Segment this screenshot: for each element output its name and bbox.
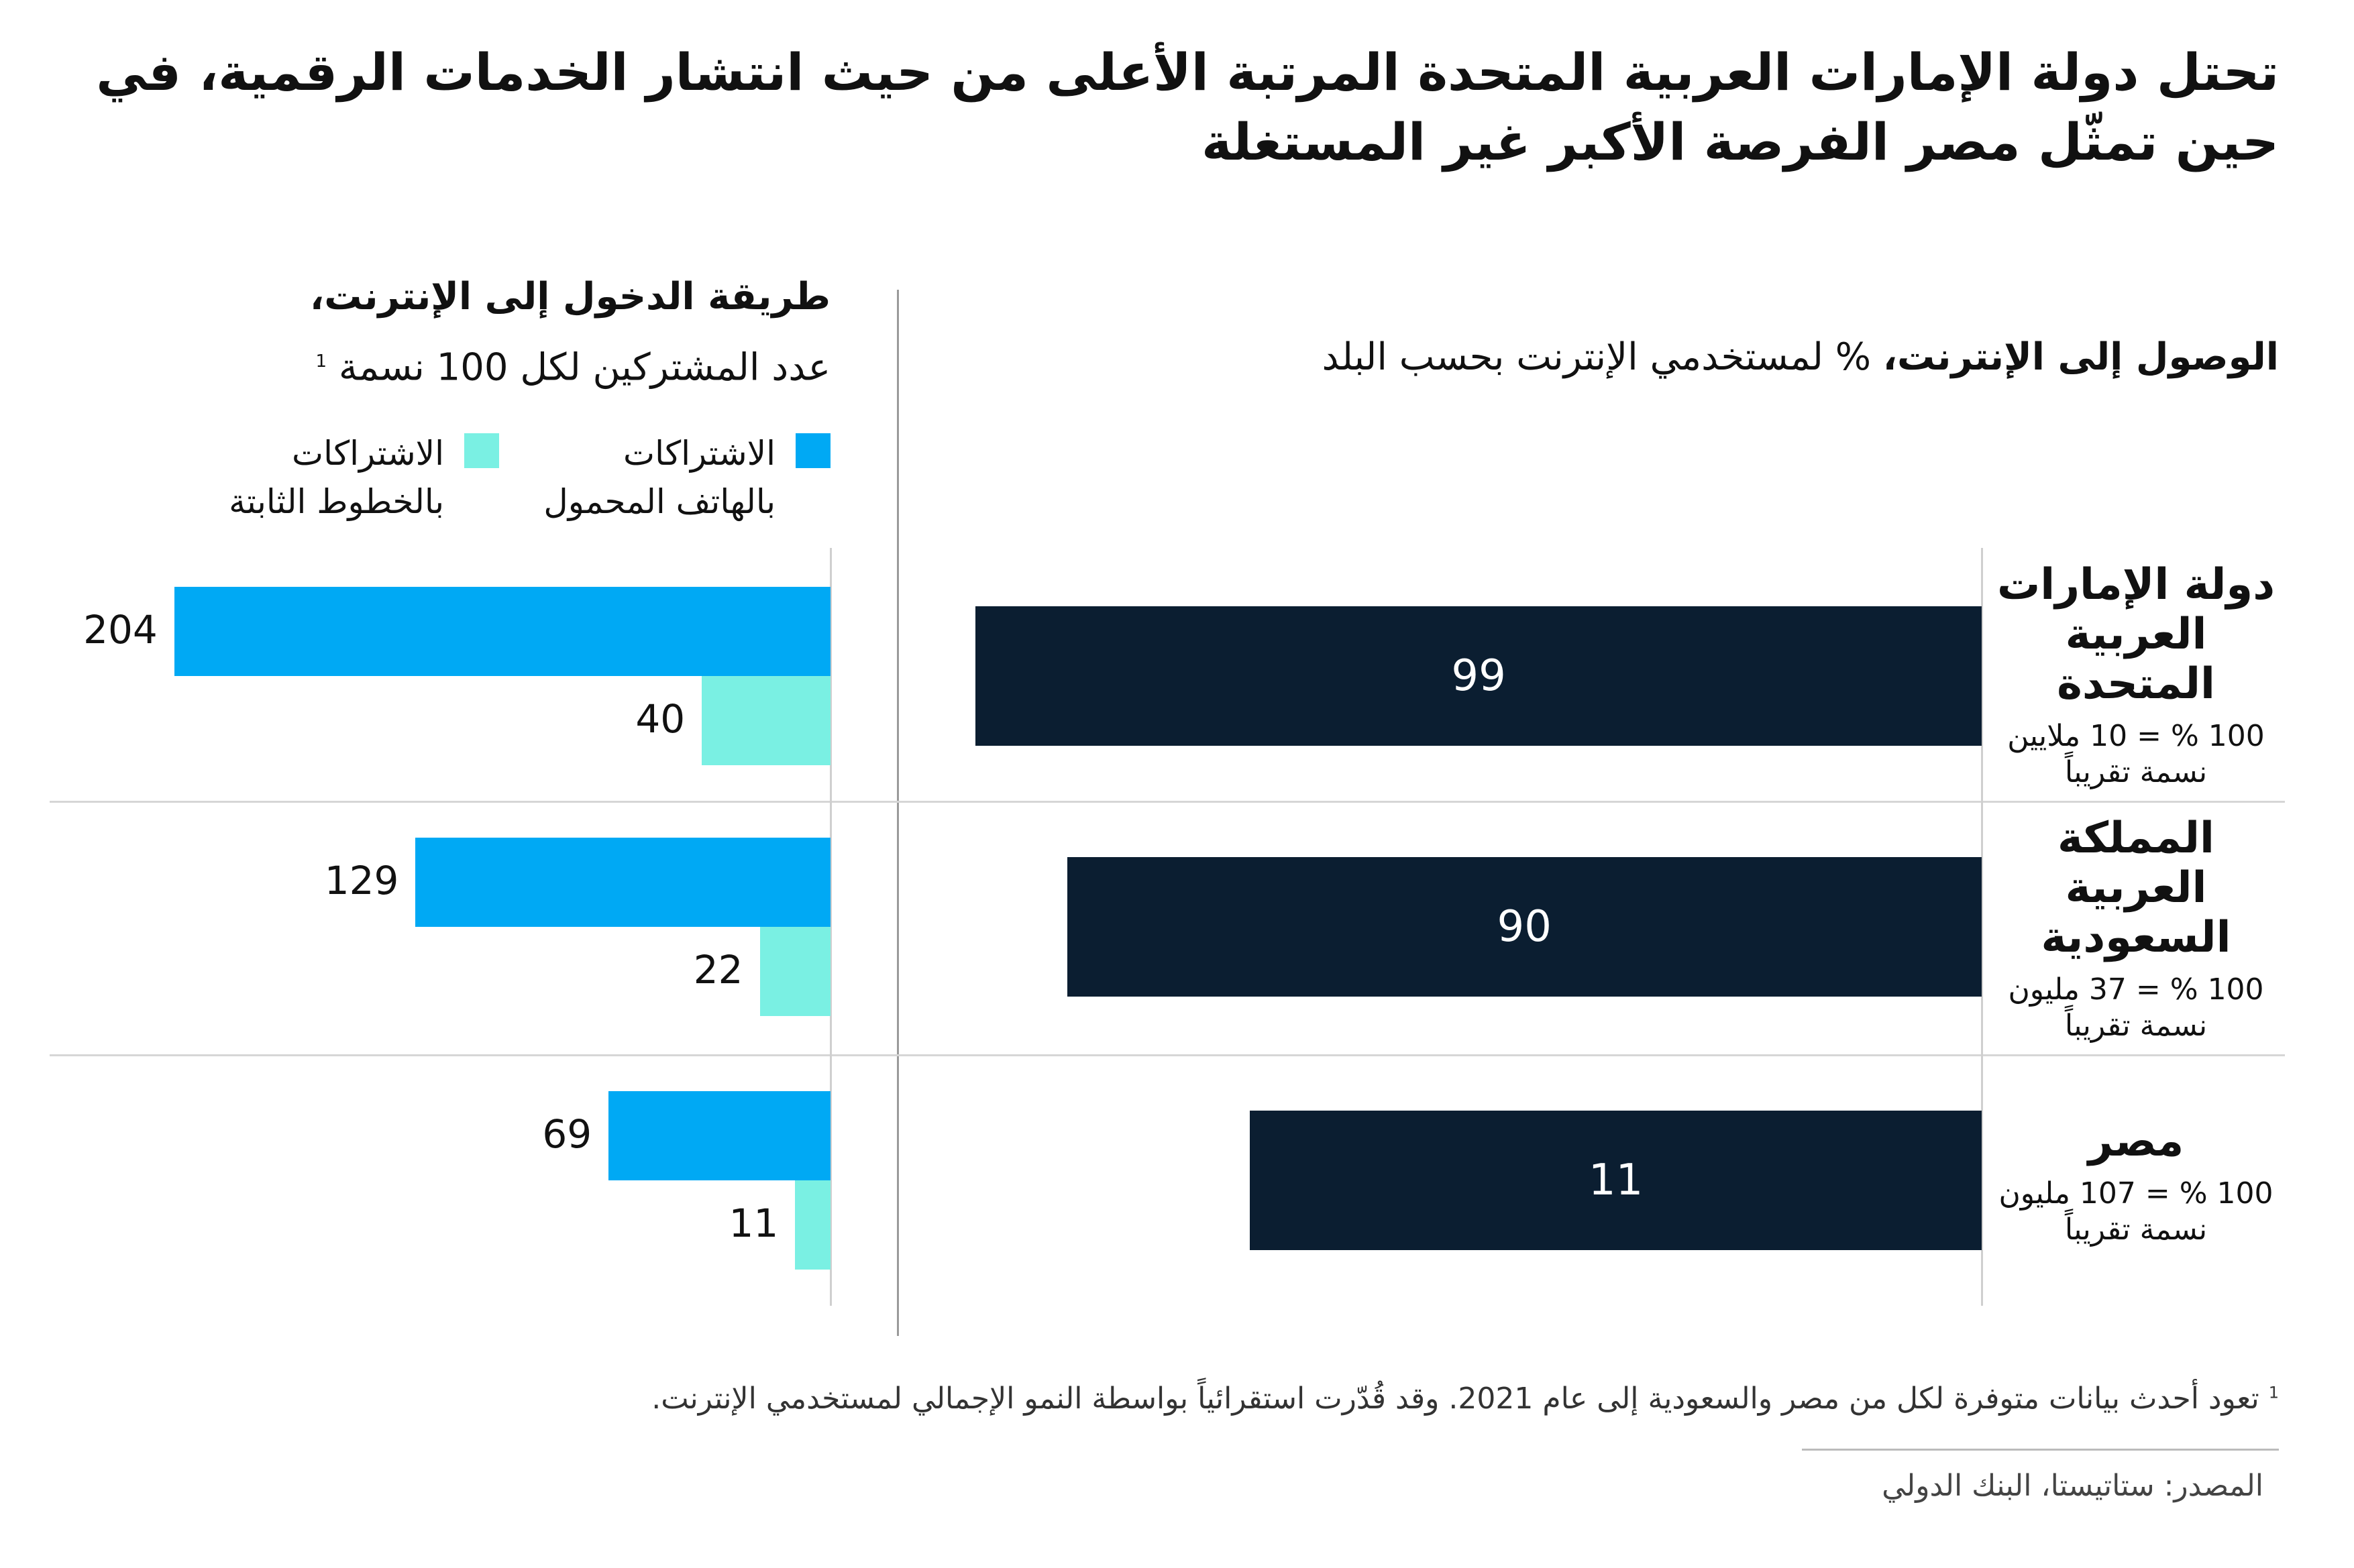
- right-axis: [1981, 548, 1983, 1306]
- legend-label: بالهاتف المحمول: [543, 482, 775, 521]
- left-chart-header: طريقة الدخول إلى الإنترنت، عدد المشتركين…: [25, 265, 831, 400]
- population-note: 100 % = 37 مليون نسمة تقريباً: [2008, 972, 2263, 1044]
- legend-label: الاشتراكات: [623, 434, 775, 473]
- country-label: المملكة العربية السعودية 100 % = 37 مليون…: [1987, 803, 2285, 1054]
- country-label: مصر 100 % = 107 مليون نسمة تقريباً: [1987, 1056, 2285, 1308]
- internet-usage-bar: [975, 606, 1982, 746]
- footnote: 1 تعود أحدث بيانات متوفرة لكل من مصر وال…: [266, 1382, 2279, 1416]
- bar-value-label: 90: [1497, 902, 1552, 952]
- population-note: 100 % = 10 ملايين نسمة تقريباً: [2007, 718, 2264, 791]
- source-divider: [1802, 1449, 2279, 1451]
- chart-title: تحتل دولة الإمارات العربية المتحدة المرت…: [96, 42, 2279, 172]
- population-note: 100 % = 107 مليون نسمة تقريباً: [1998, 1176, 2273, 1248]
- internet-usage-bar: [1250, 1111, 1982, 1250]
- fixed-subscriptions-bar: [795, 1180, 831, 1270]
- population-note-line: 100 % = 107 مليون: [1998, 1176, 2273, 1211]
- population-note-line: نسمة تقريباً: [2064, 1212, 2208, 1247]
- footnote-text: تعود أحدث بيانات متوفرة لكل من مصر والسع…: [651, 1382, 2259, 1416]
- country-name: المملكة العربية السعودية: [2041, 813, 2231, 962]
- legend-label: بالخطوط الثابتة: [229, 482, 444, 521]
- bar-value-label: 40: [635, 696, 686, 742]
- legend-swatch-mobile: [796, 433, 831, 468]
- row-separator: [50, 801, 2285, 803]
- bar-value-label: 22: [693, 947, 743, 993]
- bar-value-label: 11: [729, 1200, 779, 1246]
- mobile-subscriptions-bar: [608, 1091, 831, 1180]
- mobile-subscriptions-bar: [415, 838, 831, 927]
- bar-value-label: 204: [83, 607, 158, 653]
- internet-usage-bar: [1067, 857, 1982, 997]
- mobile-subscriptions-bar: [174, 587, 831, 676]
- bar-value-label: 129: [324, 858, 399, 903]
- bar-value-label: 11: [1588, 1156, 1644, 1205]
- legend-swatch-fixed: [464, 433, 499, 468]
- left-axis: [830, 548, 832, 1306]
- population-note-line: نسمة تقريباً: [2064, 1008, 2208, 1043]
- population-note-line: 100 % = 37 مليون: [2008, 972, 2264, 1007]
- country-name: مصر: [2088, 1116, 2184, 1166]
- panel-divider: [897, 290, 899, 1336]
- row-separator: [50, 1054, 2285, 1056]
- legend-label: الاشتراكات: [292, 434, 444, 473]
- population-note-line: 100 % = 10 ملايين: [2007, 719, 2265, 753]
- footnote-marker: 1: [2268, 1383, 2279, 1402]
- country-label: دولة الإمارات العربية المتحدة 100 % = 10 …: [1987, 550, 2285, 801]
- footnote-marker: 1: [315, 351, 327, 372]
- population-note-line: نسمة تقريباً: [2064, 755, 2208, 789]
- fixed-subscriptions-bar: [759, 927, 831, 1016]
- right-chart-header: الوصول إلى الإنترنت، % لمستخدمي الإنترنت…: [1004, 335, 2279, 379]
- fixed-subscriptions-bar: [702, 676, 831, 765]
- right-chart-subtitle: % لمستخدمي الإنترنت بحسب البلد: [1322, 335, 1871, 379]
- left-chart-title: طريقة الدخول إلى الإنترنت،: [309, 275, 831, 319]
- legend-fixed: الاشتراكات بالخطوط الثابتة: [197, 429, 499, 526]
- right-chart-title: الوصول إلى الإنترنت،: [1882, 335, 2279, 379]
- left-chart-subtitle: عدد المشتركين لكل 100 نسمة: [338, 345, 831, 390]
- bar-value-label: 99: [1451, 651, 1506, 701]
- country-name: دولة الإمارات العربية المتحدة: [1996, 560, 2276, 709]
- legend-mobile: الاشتراكات بالهاتف المحمول: [529, 429, 831, 526]
- source: المصدر: ستاتيستا، البنك الدولي: [1882, 1469, 2263, 1503]
- bar-value-label: 69: [542, 1111, 592, 1157]
